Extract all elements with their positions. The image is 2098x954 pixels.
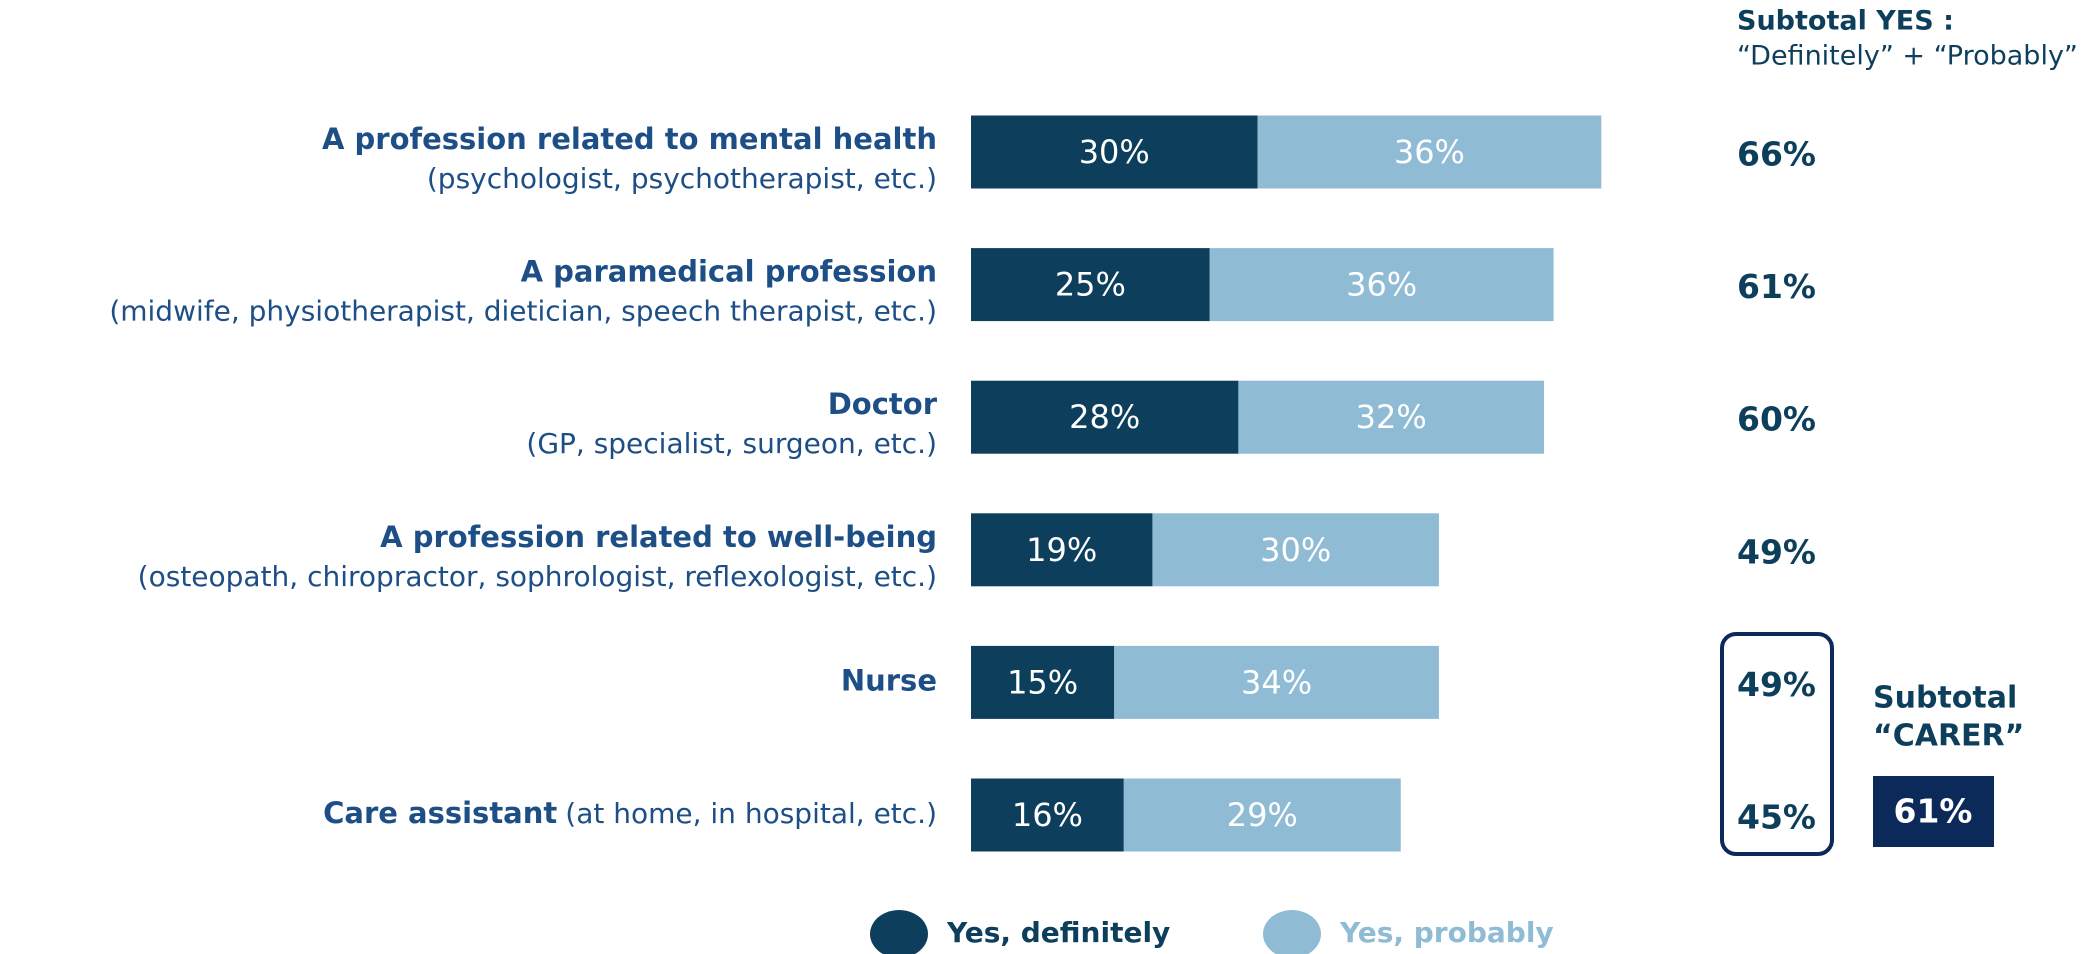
subtotal-label: 49%	[1737, 532, 1816, 571]
category-label: Doctor	[828, 387, 938, 421]
category-label: A profession related to well-being	[380, 520, 937, 554]
category-label: Care assistant (at home, in hospital, etc…	[323, 796, 937, 830]
category-note: (osteopath, chiropractor, sophrologist, …	[138, 560, 937, 593]
subtotal-label: 61%	[1737, 267, 1816, 306]
legend-swatch	[870, 910, 928, 954]
legend-label: Yes, probably	[1339, 916, 1554, 949]
category-note: (psychologist, psychotherapist, etc.)	[427, 162, 937, 195]
bar-segment	[971, 115, 1258, 189]
bar-segment	[971, 645, 1115, 719]
bar-label: 30%	[1079, 133, 1150, 171]
bar-label: 36%	[1346, 266, 1417, 304]
bar-label: 25%	[1055, 266, 1126, 304]
carer-box	[1873, 776, 1994, 847]
carer-subtotal-label: 61%	[1894, 792, 1973, 831]
bar-label: 29%	[1227, 796, 1298, 834]
category-note: (midwife, physiotherapist, dietician, sp…	[109, 295, 937, 328]
subtotal-header: Subtotal YES :	[1737, 6, 1954, 37]
bar-label: 34%	[1241, 663, 1312, 701]
bar-segment	[971, 513, 1153, 587]
subtotal-label: 66%	[1737, 135, 1816, 174]
bar-segment	[1209, 248, 1554, 322]
legend-swatch	[1263, 910, 1321, 954]
subtotal-label: 49%	[1737, 665, 1816, 704]
subtotal-label: 45%	[1737, 798, 1816, 837]
category-label: Nurse	[841, 663, 937, 697]
bar-segment	[1257, 115, 1602, 189]
bar-label: 32%	[1356, 398, 1427, 436]
category-note: (at home, in hospital, etc.)	[565, 797, 937, 830]
bar-segment	[1238, 380, 1544, 454]
carer-bracket	[1720, 632, 1834, 856]
legend-label: Yes, definitely	[946, 916, 1170, 949]
bar-label: 36%	[1394, 133, 1465, 171]
carer-header: Subtotal	[1873, 681, 2017, 716]
subtotal-label: 60%	[1737, 400, 1816, 439]
subtotal-subheader: “Definitely” + “Probably”	[1737, 41, 2078, 72]
carer-subheader: “CARER”	[1873, 719, 2024, 754]
bar-label: 28%	[1069, 398, 1140, 436]
bar-segment	[971, 380, 1239, 454]
bar-segment	[1123, 778, 1401, 852]
bar-segment	[971, 778, 1124, 852]
bar-label: 30%	[1260, 531, 1331, 569]
bar-label: 19%	[1026, 531, 1097, 569]
bar-segment	[971, 248, 1210, 322]
category-label: A profession related to mental health	[322, 122, 937, 156]
bar-segment	[1152, 513, 1439, 587]
bar-label: 16%	[1012, 796, 1083, 834]
bar-label: 15%	[1007, 663, 1078, 701]
category-name: Care assistant	[323, 796, 557, 830]
category-note: (GP, specialist, surgeon, etc.)	[526, 427, 937, 460]
bar-segment	[1114, 645, 1439, 719]
category-label: A paramedical profession	[521, 255, 937, 289]
